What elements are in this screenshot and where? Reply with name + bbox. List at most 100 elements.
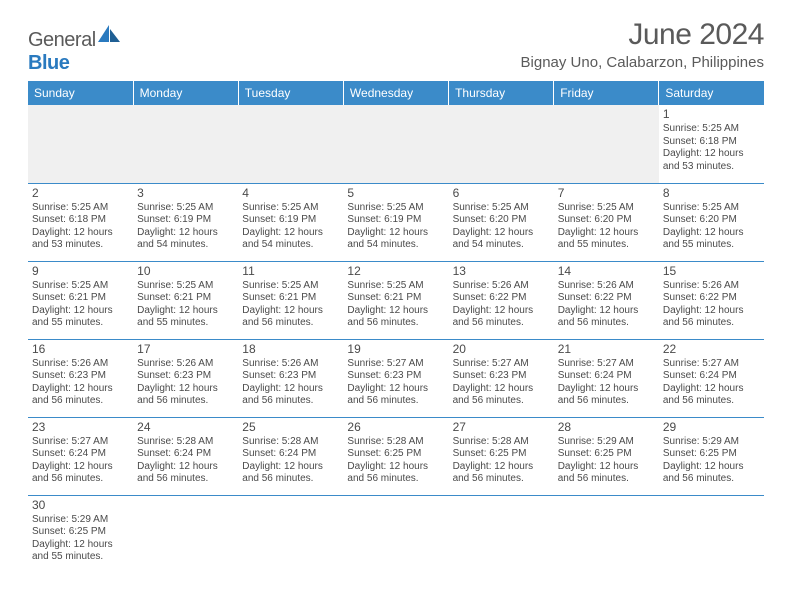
sunrise-line: Sunrise: 5:29 AM: [32, 514, 129, 527]
sunset-line: Sunset: 6:24 PM: [32, 448, 129, 461]
calendar-cell: 6Sunrise: 5:25 AMSunset: 6:20 PMDaylight…: [449, 183, 554, 261]
calendar-cell: 11Sunrise: 5:25 AMSunset: 6:21 PMDayligh…: [238, 261, 343, 339]
daylight-line: Daylight: 12 hours and 55 minutes.: [32, 539, 129, 564]
sunrise-line: Sunrise: 5:28 AM: [347, 436, 444, 449]
sunrise-line: Sunrise: 5:27 AM: [558, 358, 655, 371]
sunrise-line: Sunrise: 5:26 AM: [453, 280, 550, 293]
sunset-line: Sunset: 6:18 PM: [32, 214, 129, 227]
calendar-cell: 30Sunrise: 5:29 AMSunset: 6:25 PMDayligh…: [28, 495, 133, 573]
calendar-row: 9Sunrise: 5:25 AMSunset: 6:21 PMDaylight…: [28, 261, 764, 339]
sunset-line: Sunset: 6:20 PM: [663, 214, 760, 227]
sunset-line: Sunset: 6:25 PM: [347, 448, 444, 461]
sunrise-line: Sunrise: 5:25 AM: [663, 123, 760, 136]
sunrise-line: Sunrise: 5:27 AM: [453, 358, 550, 371]
sunset-line: Sunset: 6:22 PM: [453, 292, 550, 305]
calendar-cell: 26Sunrise: 5:28 AMSunset: 6:25 PMDayligh…: [343, 417, 448, 495]
sunset-line: Sunset: 6:23 PM: [242, 370, 339, 383]
calendar-cell: 21Sunrise: 5:27 AMSunset: 6:24 PMDayligh…: [554, 339, 659, 417]
sunset-line: Sunset: 6:19 PM: [242, 214, 339, 227]
daylight-line: Daylight: 12 hours and 56 minutes.: [663, 461, 760, 486]
calendar-cell: 5Sunrise: 5:25 AMSunset: 6:19 PMDaylight…: [343, 183, 448, 261]
sunrise-line: Sunrise: 5:25 AM: [558, 202, 655, 215]
sunrise-line: Sunrise: 5:25 AM: [347, 280, 444, 293]
day-number: 4: [242, 186, 339, 201]
calendar-cell: 7Sunrise: 5:25 AMSunset: 6:20 PMDaylight…: [554, 183, 659, 261]
day-number: 5: [347, 186, 444, 201]
sunset-line: Sunset: 6:18 PM: [663, 136, 760, 149]
calendar-cell: 25Sunrise: 5:28 AMSunset: 6:24 PMDayligh…: [238, 417, 343, 495]
sunrise-line: Sunrise: 5:26 AM: [558, 280, 655, 293]
calendar-cell: 15Sunrise: 5:26 AMSunset: 6:22 PMDayligh…: [659, 261, 764, 339]
sunrise-line: Sunrise: 5:25 AM: [663, 202, 760, 215]
calendar-cell: 16Sunrise: 5:26 AMSunset: 6:23 PMDayligh…: [28, 339, 133, 417]
sunset-line: Sunset: 6:19 PM: [347, 214, 444, 227]
daylight-line: Daylight: 12 hours and 56 minutes.: [32, 461, 129, 486]
sunrise-line: Sunrise: 5:26 AM: [32, 358, 129, 371]
month-title: June 2024: [521, 18, 764, 52]
daylight-line: Daylight: 12 hours and 56 minutes.: [347, 383, 444, 408]
sunset-line: Sunset: 6:22 PM: [663, 292, 760, 305]
day-number: 1: [663, 107, 760, 122]
calendar-cell: [238, 105, 343, 183]
daylight-line: Daylight: 12 hours and 56 minutes.: [242, 305, 339, 330]
daylight-line: Daylight: 12 hours and 56 minutes.: [453, 461, 550, 486]
calendar-cell: 22Sunrise: 5:27 AMSunset: 6:24 PMDayligh…: [659, 339, 764, 417]
sunrise-line: Sunrise: 5:27 AM: [32, 436, 129, 449]
day-number: 19: [347, 342, 444, 357]
daylight-line: Daylight: 12 hours and 53 minutes.: [663, 148, 760, 173]
sunrise-line: Sunrise: 5:25 AM: [347, 202, 444, 215]
sunrise-line: Sunrise: 5:29 AM: [558, 436, 655, 449]
day-number: 11: [242, 264, 339, 279]
sunset-line: Sunset: 6:23 PM: [347, 370, 444, 383]
sunset-line: Sunset: 6:21 PM: [347, 292, 444, 305]
weekday-header: Monday: [133, 81, 238, 105]
sunrise-line: Sunrise: 5:25 AM: [32, 280, 129, 293]
day-number: 8: [663, 186, 760, 201]
daylight-line: Daylight: 12 hours and 56 minutes.: [32, 383, 129, 408]
calendar-cell: [343, 105, 448, 183]
daylight-line: Daylight: 12 hours and 56 minutes.: [663, 305, 760, 330]
sunrise-line: Sunrise: 5:26 AM: [137, 358, 234, 371]
sunset-line: Sunset: 6:25 PM: [558, 448, 655, 461]
daylight-line: Daylight: 12 hours and 54 minutes.: [137, 227, 234, 252]
calendar-cell: [133, 495, 238, 573]
sunrise-line: Sunrise: 5:25 AM: [453, 202, 550, 215]
calendar-cell: 10Sunrise: 5:25 AMSunset: 6:21 PMDayligh…: [133, 261, 238, 339]
sunset-line: Sunset: 6:23 PM: [453, 370, 550, 383]
calendar-table: SundayMondayTuesdayWednesdayThursdayFrid…: [28, 81, 764, 573]
calendar-cell: 17Sunrise: 5:26 AMSunset: 6:23 PMDayligh…: [133, 339, 238, 417]
sunset-line: Sunset: 6:19 PM: [137, 214, 234, 227]
daylight-line: Daylight: 12 hours and 56 minutes.: [137, 383, 234, 408]
day-number: 2: [32, 186, 129, 201]
sunset-line: Sunset: 6:25 PM: [32, 526, 129, 539]
day-number: 16: [32, 342, 129, 357]
sunset-line: Sunset: 6:21 PM: [242, 292, 339, 305]
day-number: 26: [347, 420, 444, 435]
weekday-header: Saturday: [659, 81, 764, 105]
logo-text-part2: Blue: [28, 52, 69, 74]
calendar-cell: 28Sunrise: 5:29 AMSunset: 6:25 PMDayligh…: [554, 417, 659, 495]
sunset-line: Sunset: 6:20 PM: [558, 214, 655, 227]
daylight-line: Daylight: 12 hours and 56 minutes.: [558, 383, 655, 408]
sunset-line: Sunset: 6:24 PM: [558, 370, 655, 383]
sunrise-line: Sunrise: 5:25 AM: [32, 202, 129, 215]
calendar-cell: 12Sunrise: 5:25 AMSunset: 6:21 PMDayligh…: [343, 261, 448, 339]
daylight-line: Daylight: 12 hours and 56 minutes.: [663, 383, 760, 408]
day-number: 22: [663, 342, 760, 357]
weekday-header: Friday: [554, 81, 659, 105]
daylight-line: Daylight: 12 hours and 54 minutes.: [242, 227, 339, 252]
daylight-line: Daylight: 12 hours and 54 minutes.: [453, 227, 550, 252]
calendar-cell: 24Sunrise: 5:28 AMSunset: 6:24 PMDayligh…: [133, 417, 238, 495]
daylight-line: Daylight: 12 hours and 56 minutes.: [242, 383, 339, 408]
daylight-line: Daylight: 12 hours and 55 minutes.: [32, 305, 129, 330]
sunrise-line: Sunrise: 5:26 AM: [663, 280, 760, 293]
daylight-line: Daylight: 12 hours and 56 minutes.: [347, 305, 444, 330]
calendar-cell: 1Sunrise: 5:25 AMSunset: 6:18 PMDaylight…: [659, 105, 764, 183]
calendar-cell: 8Sunrise: 5:25 AMSunset: 6:20 PMDaylight…: [659, 183, 764, 261]
day-number: 12: [347, 264, 444, 279]
day-number: 23: [32, 420, 129, 435]
calendar-cell: [554, 105, 659, 183]
sunrise-line: Sunrise: 5:25 AM: [242, 202, 339, 215]
sunset-line: Sunset: 6:24 PM: [242, 448, 339, 461]
day-number: 29: [663, 420, 760, 435]
